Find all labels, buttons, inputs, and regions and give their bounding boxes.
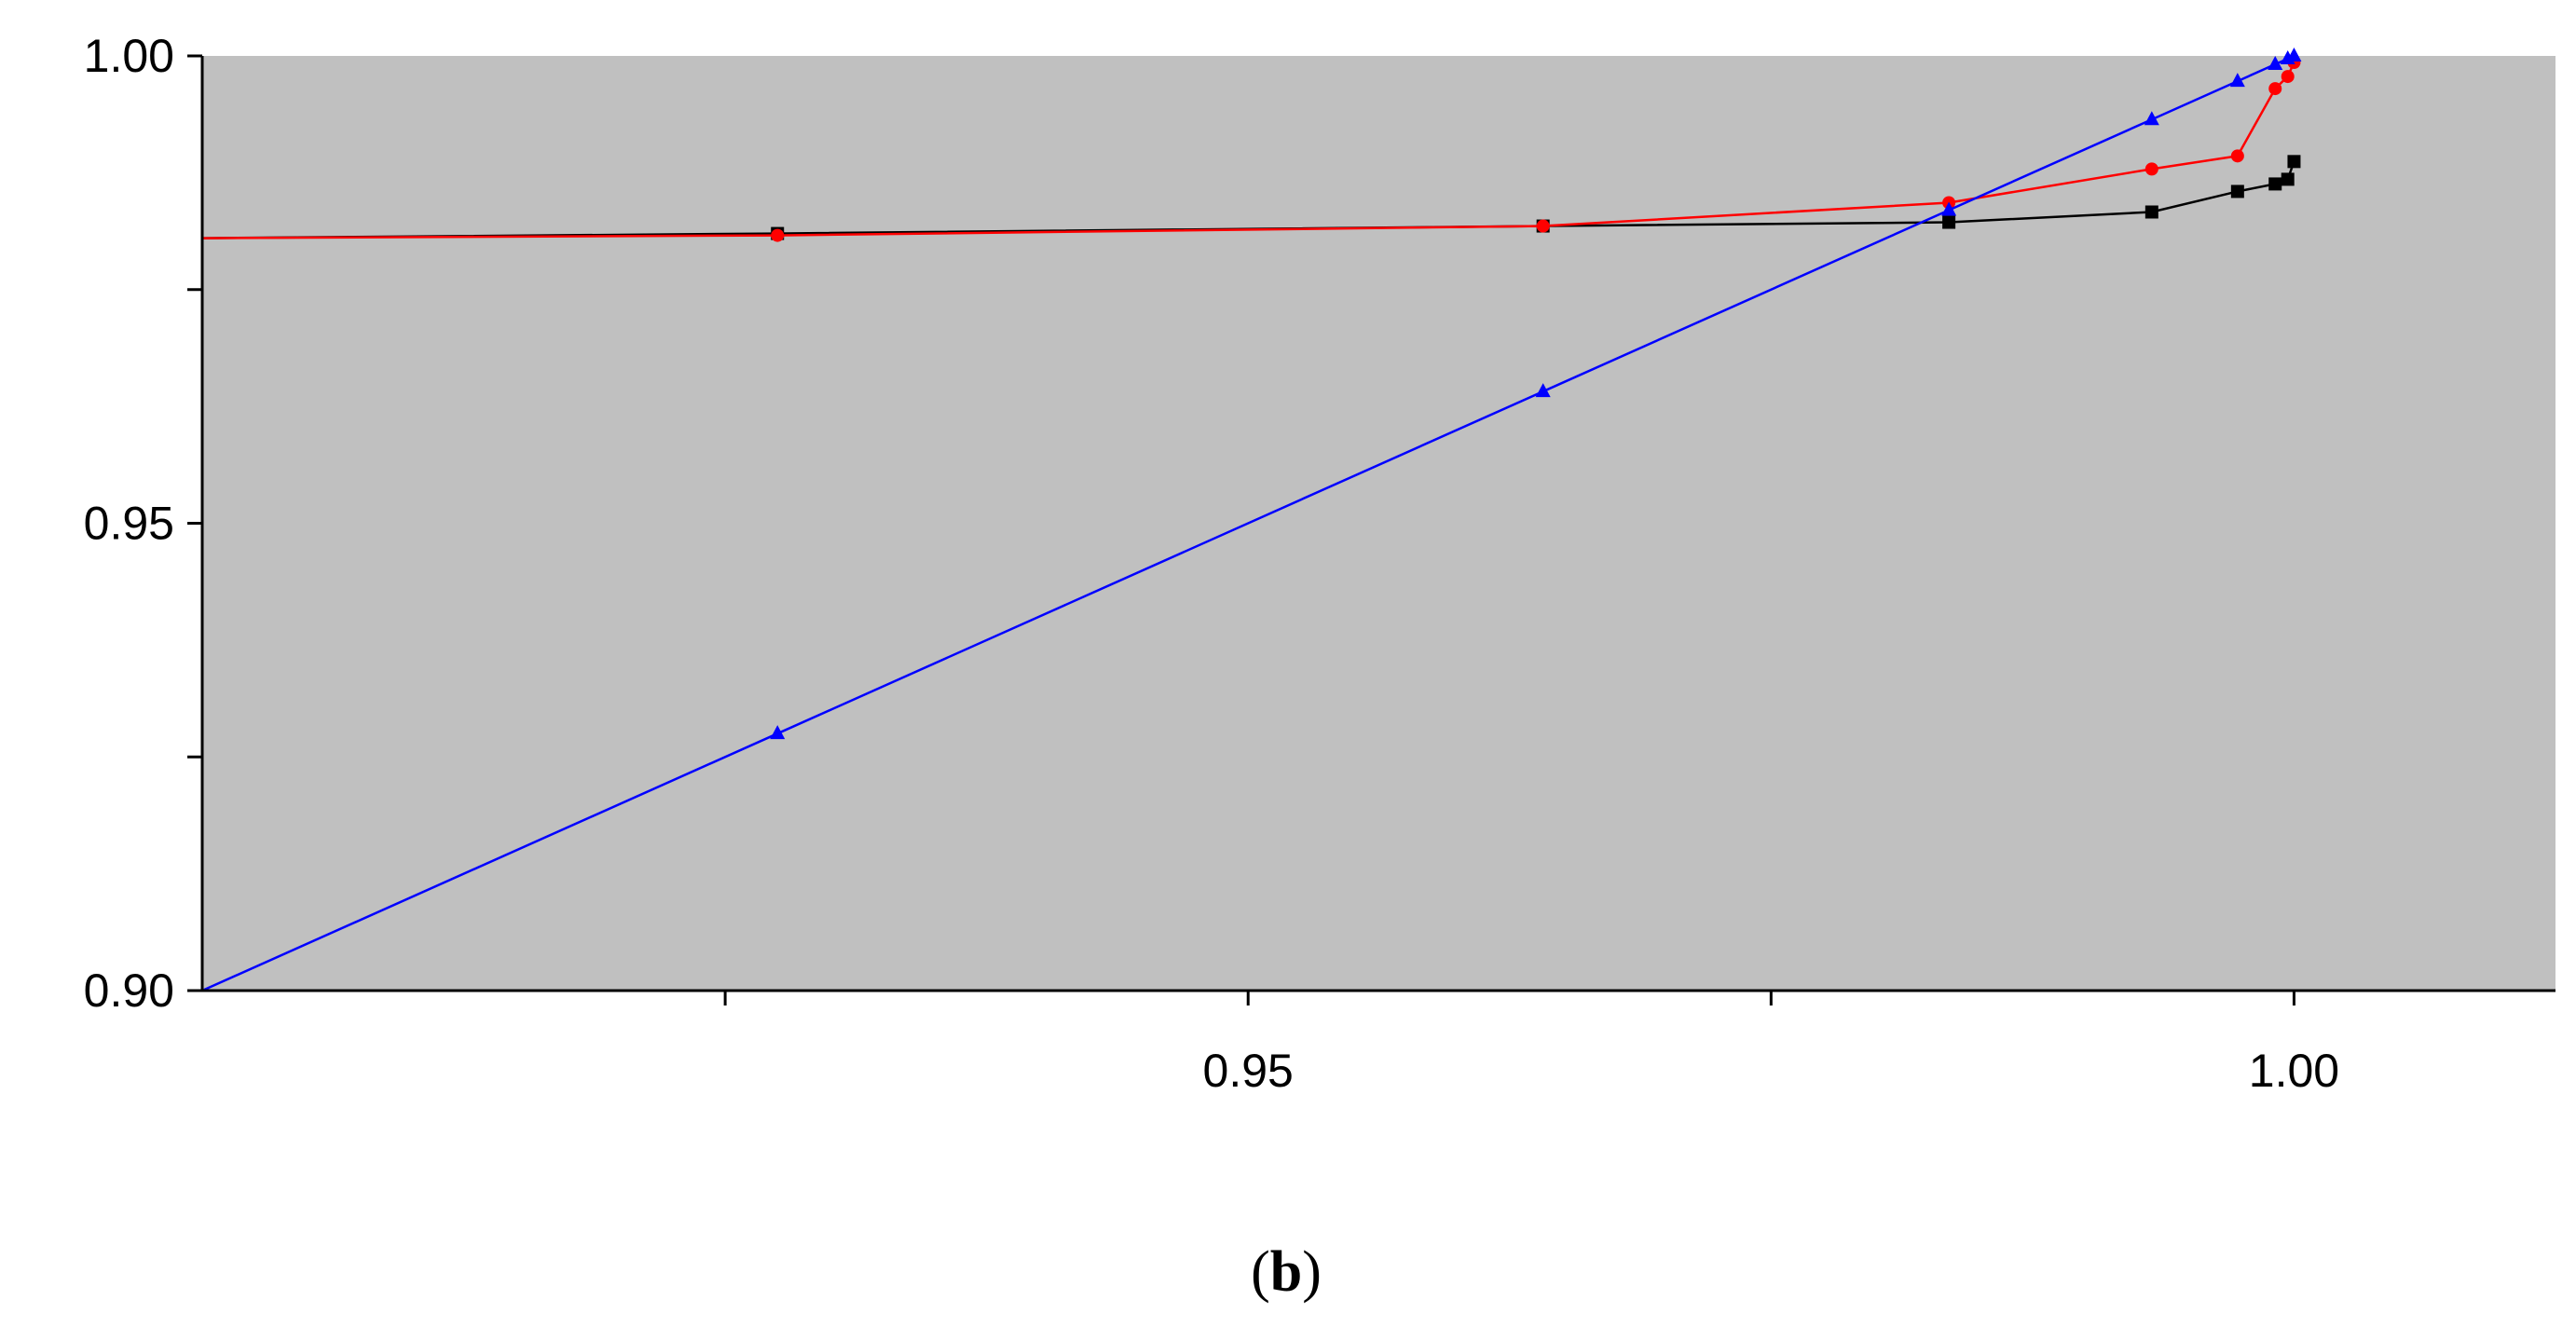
- data-point-circle: [2268, 82, 2282, 96]
- data-point-triangle: [770, 725, 786, 740]
- series-layer: [201, 48, 2302, 992]
- data-point-triangle: [2144, 111, 2159, 126]
- data-point-circle: [2144, 162, 2158, 176]
- series-circle-2: [201, 56, 2301, 242]
- data-point-square: [2287, 155, 2301, 169]
- data-point-square: [2268, 177, 2282, 191]
- x-tick-label-0_95: 0.95: [1203, 1045, 1294, 1097]
- data-point-square: [2230, 185, 2244, 198]
- plot-area: [202, 56, 2555, 991]
- y-tick-label-0_95: 0.95: [84, 498, 174, 550]
- data-point-triangle: [2286, 48, 2302, 62]
- data-point-circle: [2281, 70, 2295, 84]
- data-point-triangle: [1941, 201, 1957, 216]
- caption-close: ): [1302, 1240, 1322, 1304]
- data-point-circle: [771, 228, 785, 242]
- data-point-circle: [1536, 219, 1550, 233]
- data-point-triangle: [2268, 56, 2283, 71]
- caption-open: (: [1251, 1240, 1270, 1304]
- figure-caption: (b): [1251, 1240, 1322, 1304]
- data-point-triangle: [1535, 383, 1551, 398]
- x-tick-label-1: 1.00: [2249, 1045, 2339, 1097]
- data-point-square: [1942, 215, 1956, 229]
- series-triangle-3: [201, 48, 2302, 992]
- data-point-square: [2281, 172, 2295, 186]
- x-axis-ticks: 0.95 1.00: [723, 991, 2339, 1097]
- caption-letter: b: [1270, 1240, 1302, 1304]
- y-tick-label-0_9: 0.90: [84, 964, 174, 1017]
- y-axis-ticks: 0.90 0.95 1.00: [84, 30, 202, 1017]
- data-point-square: [2144, 205, 2158, 219]
- data-point-triangle: [2229, 73, 2245, 88]
- y-tick-label-1: 1.00: [84, 30, 174, 82]
- data-point-circle: [2230, 149, 2244, 163]
